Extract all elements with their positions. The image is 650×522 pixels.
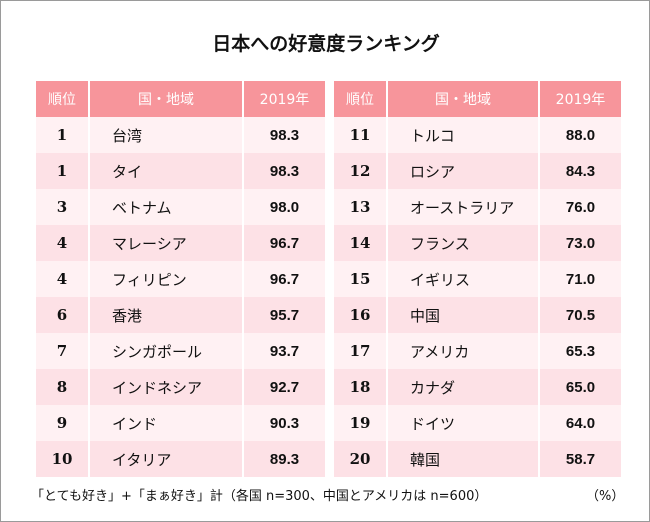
rank-cell: 4 <box>36 225 88 261</box>
country-cell: フィリピン <box>90 261 242 297</box>
table-row: 17 アメリカ 65.3 <box>334 333 621 369</box>
rank-cell: 19 <box>334 405 386 441</box>
table-row: 7 シンガポール 93.7 <box>36 333 325 369</box>
rank-cell: 13 <box>334 189 386 225</box>
country-cell: タイ <box>90 153 242 189</box>
ranking-table-left: 順位 国・地域 2019年 1 台湾 98.3 1 タイ 98.3 3 ベトナム 98.0 4 マレ… <box>34 81 327 477</box>
value-cell: 73.0 <box>540 225 621 261</box>
ranking-table-right: 順位 国・地域 2019年 11 トルコ 88.0 12 ロシア 84.3 13 オーストラリ… <box>332 81 623 477</box>
rank-cell: 11 <box>334 117 386 153</box>
country-cell: インドネシア <box>90 369 242 405</box>
header-country: 国・地域 <box>388 81 538 117</box>
value-cell: 98.0 <box>244 189 325 225</box>
country-cell: ベトナム <box>90 189 242 225</box>
value-cell: 65.0 <box>540 369 621 405</box>
table-row: 12 ロシア 84.3 <box>334 153 621 189</box>
header-country: 国・地域 <box>90 81 242 117</box>
header-year: 2019年 <box>540 81 621 117</box>
rank-cell: 10 <box>36 441 88 477</box>
country-cell: フランス <box>388 225 538 261</box>
rank-cell: 18 <box>334 369 386 405</box>
rank-cell: 12 <box>334 153 386 189</box>
table-row: 20 韓国 58.7 <box>334 441 621 477</box>
table-row: 1 台湾 98.3 <box>36 117 325 153</box>
value-cell: 96.7 <box>244 225 325 261</box>
table-row: 19 ドイツ 64.0 <box>334 405 621 441</box>
value-cell: 70.5 <box>540 297 621 333</box>
table-row: 10 イタリア 89.3 <box>36 441 325 477</box>
country-cell: 韓国 <box>388 441 538 477</box>
country-cell: イタリア <box>90 441 242 477</box>
value-cell: 58.7 <box>540 441 621 477</box>
value-cell: 98.3 <box>244 117 325 153</box>
rank-cell: 1 <box>36 153 88 189</box>
table-row: 1 タイ 98.3 <box>36 153 325 189</box>
value-cell: 95.7 <box>244 297 325 333</box>
value-cell: 98.3 <box>244 153 325 189</box>
country-cell: 中国 <box>388 297 538 333</box>
table-row: 4 フィリピン 96.7 <box>36 261 325 297</box>
country-cell: カナダ <box>388 369 538 405</box>
header-rank: 順位 <box>36 81 88 117</box>
rank-cell: 8 <box>36 369 88 405</box>
value-cell: 93.7 <box>244 333 325 369</box>
value-cell: 89.3 <box>244 441 325 477</box>
country-cell: ドイツ <box>388 405 538 441</box>
table-row: 4 マレーシア 96.7 <box>36 225 325 261</box>
rank-cell: 9 <box>36 405 88 441</box>
table-row: 9 インド 90.3 <box>36 405 325 441</box>
table-row: 11 トルコ 88.0 <box>334 117 621 153</box>
rank-cell: 1 <box>36 117 88 153</box>
country-cell: 台湾 <box>90 117 242 153</box>
country-cell: アメリカ <box>388 333 538 369</box>
table-row: 6 香港 95.7 <box>36 297 325 333</box>
rank-cell: 20 <box>334 441 386 477</box>
value-cell: 65.3 <box>540 333 621 369</box>
value-cell: 64.0 <box>540 405 621 441</box>
header-year: 2019年 <box>244 81 325 117</box>
value-cell: 84.3 <box>540 153 621 189</box>
rank-cell: 17 <box>334 333 386 369</box>
value-cell: 92.7 <box>244 369 325 405</box>
rank-cell: 4 <box>36 261 88 297</box>
page-title: 日本への好意度ランキング <box>212 33 440 55</box>
footnote: 「とても好き」+「まぁ好き」計（各国 n=300、中国とアメリカは n=600） <box>31 489 488 504</box>
country-cell: マレーシア <box>90 225 242 261</box>
rank-cell: 7 <box>36 333 88 369</box>
table-row: 8 インドネシア 92.7 <box>36 369 325 405</box>
rank-cell: 3 <box>36 189 88 225</box>
unit-label: （%） <box>586 489 625 504</box>
table-row: 15 イギリス 71.0 <box>334 261 621 297</box>
rank-cell: 15 <box>334 261 386 297</box>
value-cell: 71.0 <box>540 261 621 297</box>
country-cell: トルコ <box>388 117 538 153</box>
value-cell: 88.0 <box>540 117 621 153</box>
table-row: 14 フランス 73.0 <box>334 225 621 261</box>
table-row: 13 オーストラリア 76.0 <box>334 189 621 225</box>
country-cell: イギリス <box>388 261 538 297</box>
rank-cell: 14 <box>334 225 386 261</box>
table-row: 3 ベトナム 98.0 <box>36 189 325 225</box>
rank-cell: 16 <box>334 297 386 333</box>
country-cell: シンガポール <box>90 333 242 369</box>
table-row: 16 中国 70.5 <box>334 297 621 333</box>
country-cell: インド <box>90 405 242 441</box>
country-cell: 香港 <box>90 297 242 333</box>
value-cell: 76.0 <box>540 189 621 225</box>
table-row: 18 カナダ 65.0 <box>334 369 621 405</box>
country-cell: オーストラリア <box>388 189 538 225</box>
country-cell: ロシア <box>388 153 538 189</box>
value-cell: 96.7 <box>244 261 325 297</box>
value-cell: 90.3 <box>244 405 325 441</box>
header-rank: 順位 <box>334 81 386 117</box>
rank-cell: 6 <box>36 297 88 333</box>
